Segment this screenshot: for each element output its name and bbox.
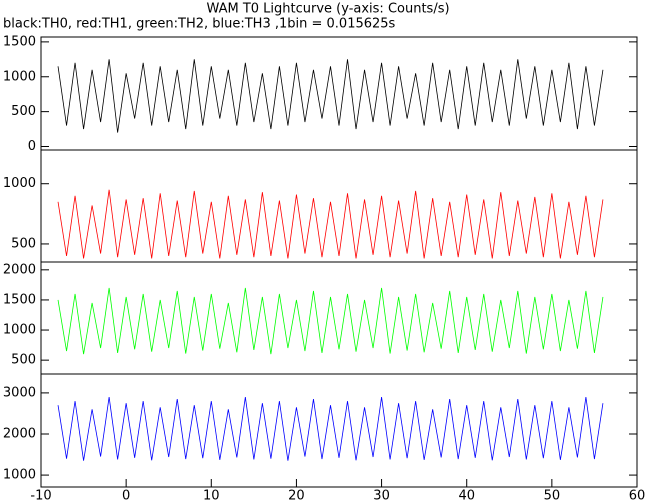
y-tick-label: 1000 xyxy=(3,176,36,191)
x-tick-label: 40 xyxy=(458,489,475,504)
light-curve xyxy=(57,287,604,355)
chart-subtitle: black:TH0, red:TH1, green:TH2, blue:TH3 … xyxy=(3,17,396,32)
y-tick-label: 500 xyxy=(11,236,36,251)
y-tick-label: 3000 xyxy=(3,385,36,400)
light-curve xyxy=(57,396,604,461)
y-tick-label: 1500 xyxy=(3,292,36,307)
chart-title: WAM T0 Lightcurve (y-axis: Counts/s) xyxy=(206,2,449,17)
y-tick-label: 2000 xyxy=(3,426,36,441)
y-tick-label: 1000 xyxy=(3,468,36,483)
x-tick-label: -10 xyxy=(30,489,51,504)
plots: 0500100015005001000500100015002000100020… xyxy=(3,34,645,503)
y-tick-label: 0 xyxy=(28,139,36,154)
y-tick-label: 2000 xyxy=(3,262,36,277)
y-tick-label: 1000 xyxy=(3,323,36,338)
x-tick-label: 50 xyxy=(544,489,561,504)
x-tick-label: 60 xyxy=(629,489,646,504)
y-tick-label: 1000 xyxy=(3,69,36,84)
light-curve xyxy=(57,59,604,133)
x-tick-label: 20 xyxy=(288,489,305,504)
y-tick-label: 500 xyxy=(11,104,36,119)
y-tick-label: 500 xyxy=(11,353,36,368)
x-tick-label: 10 xyxy=(203,489,220,504)
x-tick-label: 0 xyxy=(122,489,130,504)
y-tick-label: 1500 xyxy=(3,34,36,49)
light-curve xyxy=(57,189,604,259)
x-tick-label: 30 xyxy=(373,489,390,504)
